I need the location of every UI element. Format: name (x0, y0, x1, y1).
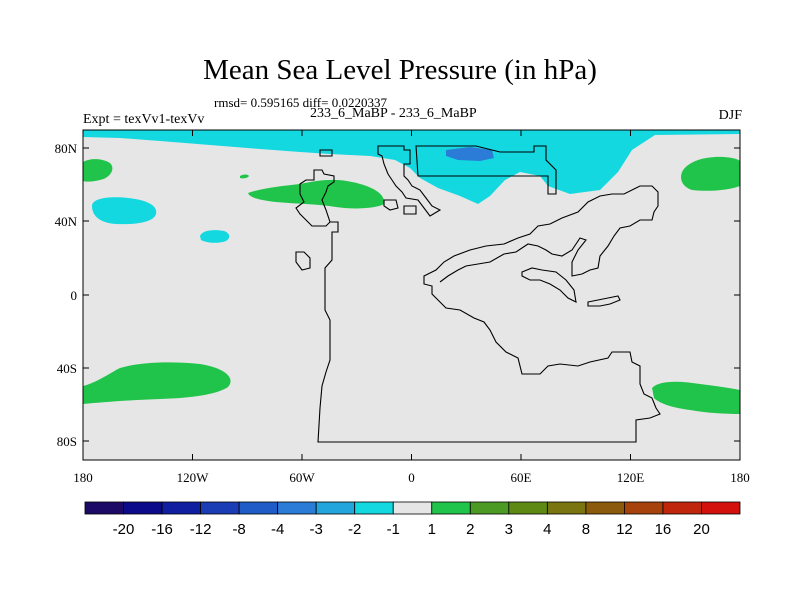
plot-title: Mean Sea Level Pressure (in hPa) (203, 54, 597, 86)
colorbar-swatch (277, 501, 317, 515)
colorbar-label: 3 (505, 521, 513, 538)
coastline-northern-block (415, 145, 557, 195)
coastline-nw-block (377, 145, 442, 217)
lat-tick-label: 40N (55, 214, 78, 229)
colorbar-swatch (238, 501, 279, 515)
colorbar-label: -12 (190, 521, 212, 538)
lon-tick-label: 180 (73, 470, 93, 485)
colorbar-swatch (354, 501, 394, 515)
experiment-label: Expt = texVv1-texVv (83, 112, 205, 127)
colorbar-label: -8 (232, 521, 245, 538)
north-pacific-positive-dot (240, 174, 249, 179)
south-pacific-positive-east (652, 381, 740, 414)
coastline-islet-east (403, 205, 417, 215)
colorbar-swatch (431, 501, 471, 515)
longitude-axis: 180 120W 60W 0 60E 120E 180 (73, 130, 750, 485)
north-america-positive (248, 179, 385, 209)
anomaly-contours (83, 130, 740, 443)
colorbar-label: 12 (616, 521, 633, 538)
lat-tick-label: 40S (57, 361, 77, 376)
latitude-axis: 80N 40N 0 40S 80S (55, 141, 740, 449)
colorbar-swatch (200, 501, 240, 515)
north-pacific-negative-west (92, 197, 157, 225)
colorbar-swatch (315, 501, 356, 515)
colorbar-swatch (624, 501, 664, 515)
season-label: DJF (718, 108, 742, 123)
east-siberia-positive (681, 156, 740, 191)
colorbar-swatch (662, 501, 702, 515)
colorbar-swatch (392, 501, 433, 515)
coastline-north-america (295, 169, 335, 227)
colorbar-label: -16 (151, 521, 173, 538)
lon-tick-label: 120W (177, 470, 210, 485)
lon-tick-label: 180 (730, 470, 750, 485)
arctic-strong-negative-core (446, 147, 494, 161)
colorbar-label: -1 (387, 521, 400, 538)
map-background (83, 130, 740, 460)
south-pacific-positive (83, 362, 231, 404)
colorbar-label: 1 (428, 521, 436, 538)
coastline-western-continent (317, 185, 661, 443)
coastline-island-atlantic (383, 199, 399, 211)
colorbar-swatch (469, 501, 510, 515)
arctic-negative-band (83, 130, 740, 204)
colorbar-label: 20 (693, 521, 710, 538)
lon-tick-label: 0 (408, 470, 415, 485)
coastlines (295, 145, 661, 443)
colorbar-swatch (701, 501, 741, 515)
colorbar-swatch (123, 501, 163, 515)
lon-tick-label: 60W (289, 470, 315, 485)
rmsd-diff-text: rmsd= 0.595165 diff= 0.0220337 (214, 95, 387, 110)
north-pacific-negative-small (200, 230, 230, 243)
north-pacific-positive-far-west (83, 159, 113, 182)
colorbar-swatch (161, 501, 201, 515)
colorbar-label: 2 (466, 521, 474, 538)
lon-tick-label: 120E (617, 470, 645, 485)
coastline-sea-inlet (521, 267, 577, 303)
coastline-island-north (319, 149, 333, 157)
case-label: 233_6_MaBP - 233_6_MaBP (310, 106, 477, 121)
colorbar-label: 8 (582, 521, 590, 538)
coastline-small-east (587, 295, 621, 307)
lat-tick-label: 0 (71, 288, 78, 303)
lat-tick-label: 80S (57, 434, 77, 449)
colorbar-label: 4 (543, 521, 551, 538)
colorbar: -20 -16 -12 -8 -4 -3 -2 -1 1 2 3 4 8 12 16 20 (84, 501, 741, 538)
colorbar-label: -20 (113, 521, 135, 538)
colorbar-swatch (84, 501, 124, 515)
colorbar-label: -2 (348, 521, 361, 538)
coastline-island-west (295, 251, 311, 271)
colorbar-swatch (508, 501, 548, 515)
colorbar-swatch (546, 501, 587, 515)
lat-tick-label: 80N (55, 141, 78, 156)
colorbar-swatch (585, 501, 625, 515)
colorbar-label: -4 (271, 521, 284, 538)
lon-tick-label: 60E (511, 470, 532, 485)
colorbar-label: 16 (655, 521, 672, 538)
colorbar-label: -3 (310, 521, 323, 538)
